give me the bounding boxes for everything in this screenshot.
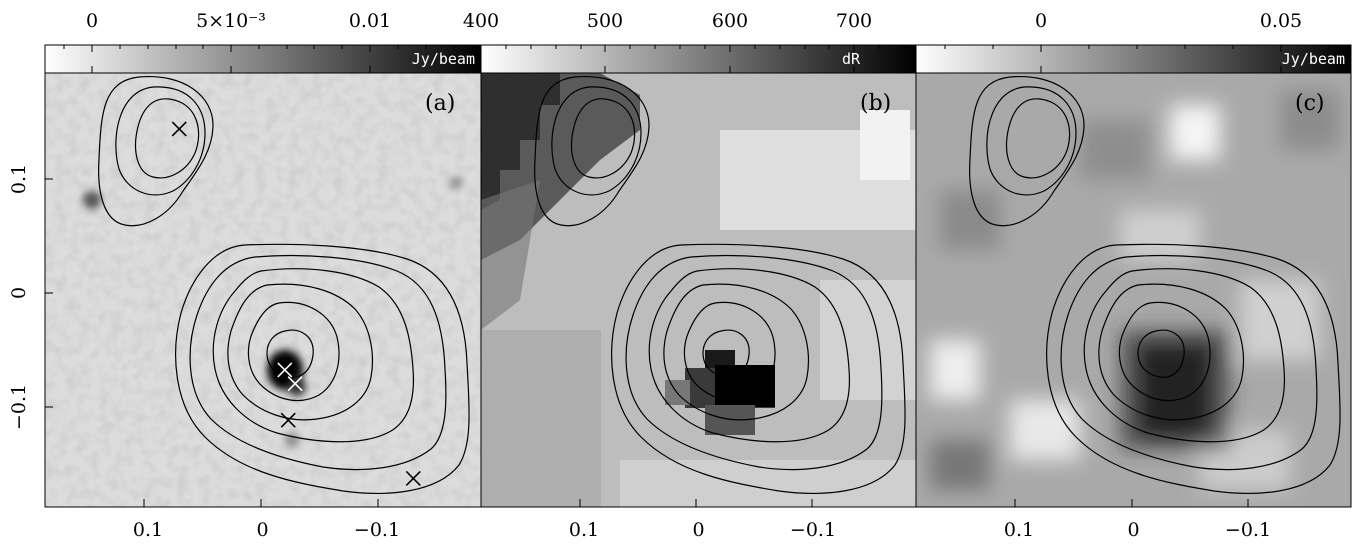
panel-b: 400 500 600 700 dR: [463, 10, 917, 508]
cross-marker: [171, 121, 187, 137]
y-tick-label-1: 0: [8, 287, 30, 299]
cross-marker: [287, 376, 303, 392]
panel-b-tag: (b): [860, 91, 891, 116]
cross-marker: [280, 412, 296, 428]
colorbar-a-tick-2: 0.01: [349, 10, 391, 32]
x-tick-label: −0.1: [354, 519, 400, 541]
colorbar-a-unit: Jy/beam: [412, 50, 475, 68]
y-axis-labels: 0.1 0 −0.1: [8, 164, 30, 430]
image-b: [481, 73, 916, 507]
image-a: [45, 73, 481, 507]
x-tick-label: 0: [256, 519, 268, 541]
x-axis-labels: 0.1 0 −0.1 0.1 0 −0.1 0.1 0 −0.1: [133, 519, 1271, 541]
colorbar-a-tick-1: 5×10⁻³: [196, 10, 266, 32]
colorbar-b-unit: dR: [842, 50, 861, 68]
axes: [45, 178, 1249, 507]
image-c: [916, 73, 1351, 507]
markers-a: [171, 121, 421, 487]
colorbar-c-tick-0: 0: [1035, 10, 1047, 32]
colorbar-b-tick-0: 400: [463, 10, 499, 32]
x-tick-label: 0: [1127, 519, 1139, 541]
colorbar-a-tick-0: 0: [86, 10, 98, 32]
y-tick-label-2: −0.1: [8, 384, 30, 430]
panel-a-tag: (a): [425, 91, 455, 116]
colorbar-b: 400 500 600 700 dR: [463, 10, 917, 74]
colorbar-a: 0 5×10⁻³ 0.01 Jy/beam: [44, 10, 482, 74]
colorbar-b-tick-3: 700: [836, 10, 872, 32]
x-tick-label: −0.1: [790, 519, 836, 541]
colorbar-b-tick-2: 600: [712, 10, 748, 32]
x-tick-label: 0: [692, 519, 704, 541]
colorbar-c-tick-1: 0.05: [1260, 10, 1302, 32]
panel-c: 0 0.05 Jy/beam (c): [915, 10, 1352, 508]
panel-a: 0 5×10⁻³ 0.01 Jy/beam (a): [44, 10, 482, 508]
colorbar-c: 0 0.05 Jy/beam: [915, 10, 1352, 74]
x-tick-label: 0.1: [1004, 519, 1034, 541]
panel-c-tag: (c): [1295, 91, 1325, 116]
x-tick-label: −0.1: [1225, 519, 1271, 541]
colorbar-b-tick-1: 500: [587, 10, 623, 32]
x-tick-label: 0.1: [569, 519, 599, 541]
cross-marker: [277, 362, 293, 378]
cross-marker: [405, 470, 421, 487]
colorbar-c-unit: Jy/beam: [1282, 50, 1345, 68]
x-tick-label: 0.1: [133, 519, 163, 541]
y-tick-label-0: 0.1: [8, 164, 30, 194]
